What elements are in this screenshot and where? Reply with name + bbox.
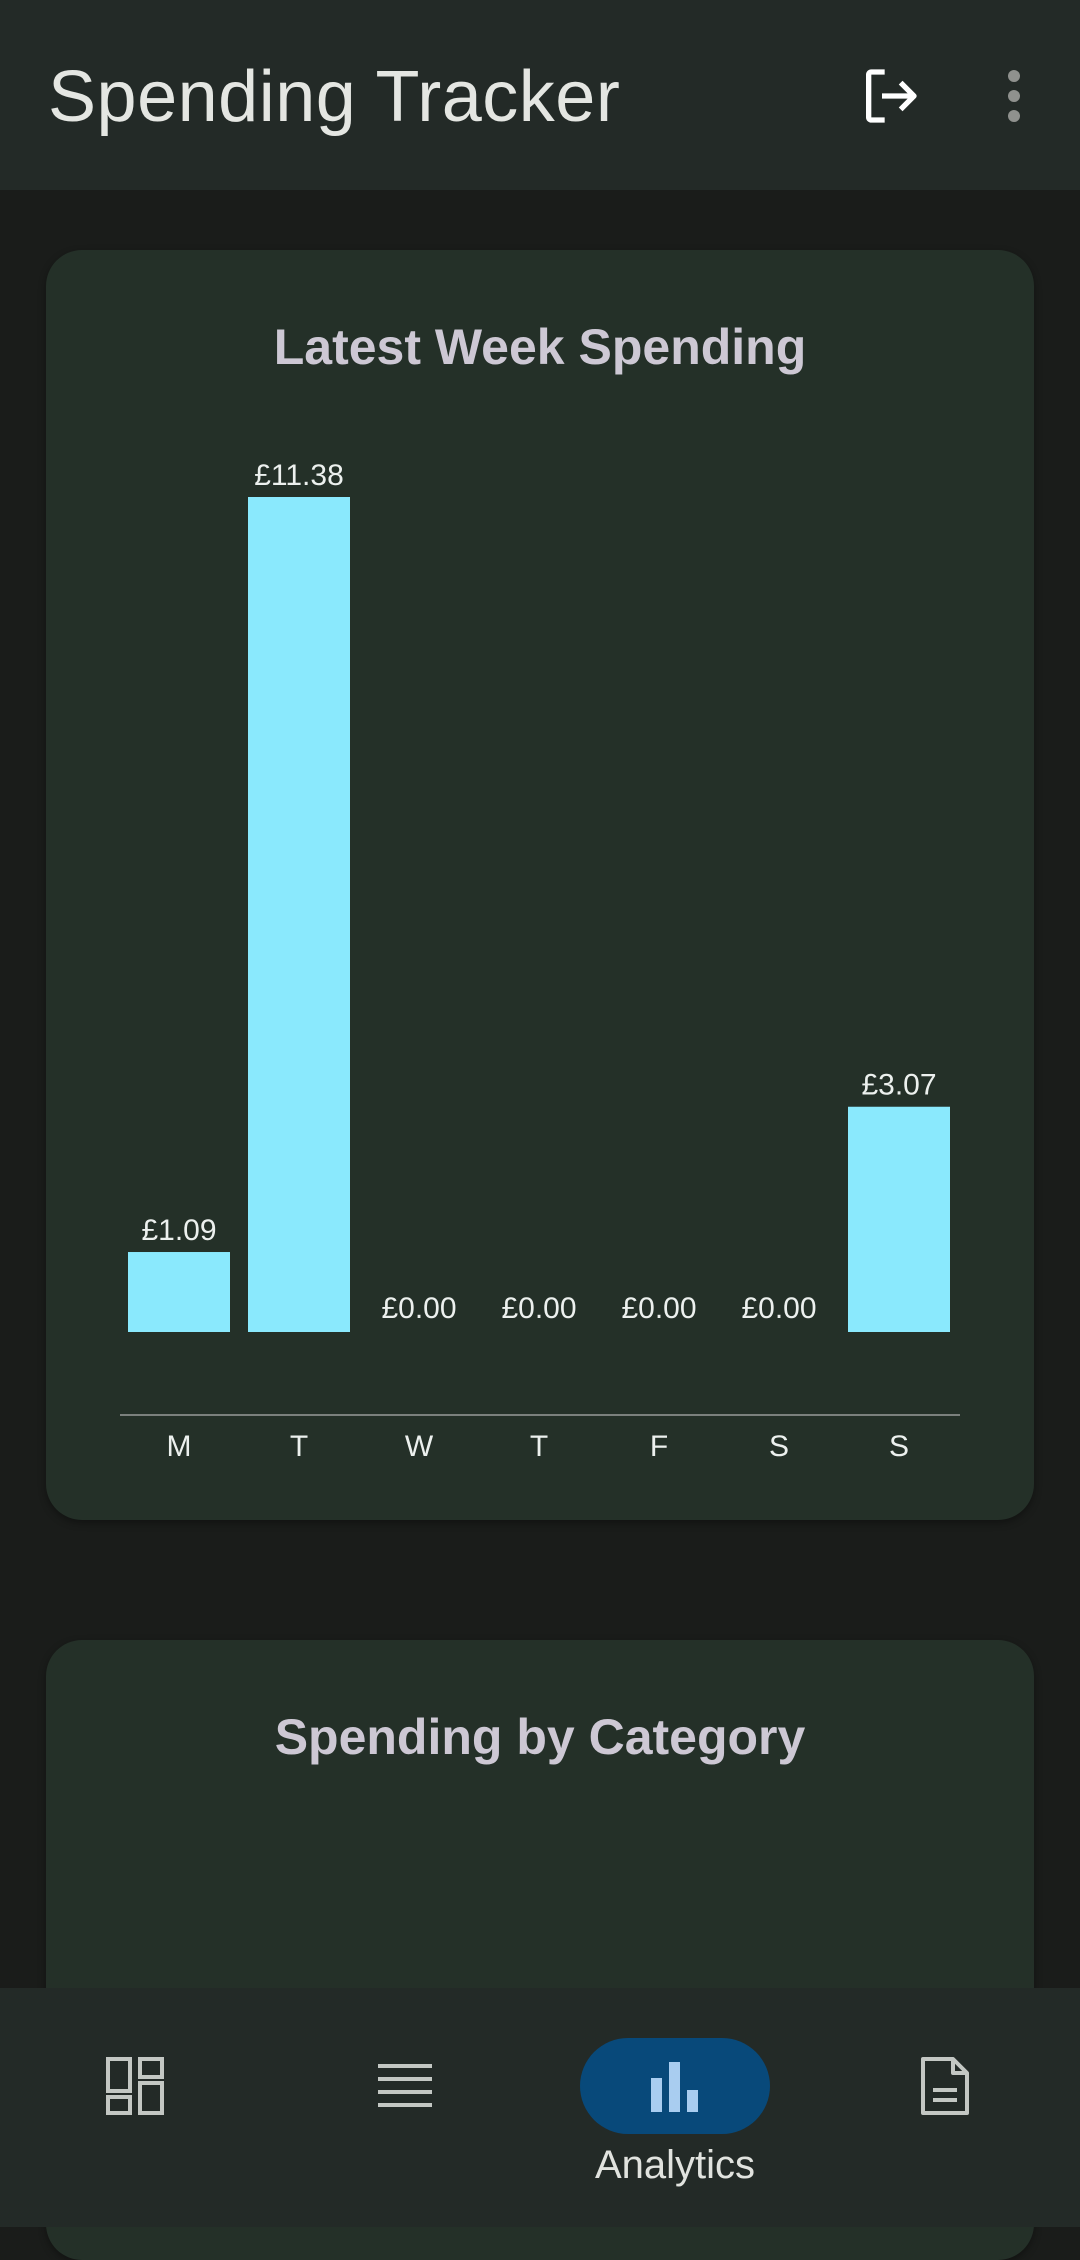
- logout-icon: [866, 69, 917, 123]
- app-title: Spending Tracker: [48, 57, 621, 137]
- bar-0: [128, 1252, 230, 1332]
- bar-value-label: £0.00: [501, 1292, 576, 1325]
- bar-value-label: £0.00: [381, 1292, 456, 1325]
- document-icon: [921, 2057, 969, 2115]
- x-tick-label: W: [405, 1430, 434, 1463]
- bar-value-label: £3.07: [861, 1069, 936, 1102]
- more-vert-icon: [1008, 70, 1020, 122]
- nav-list[interactable]: [270, 1988, 540, 2227]
- bottom-navigation: Analytics: [0, 1988, 1080, 2227]
- latest-week-title: Latest Week Spending: [273, 319, 807, 375]
- weekly-spending-chart: £1.09 £11.38 £0.00 £0.00 £0.00 £0.00 £3.07 M T W…: [120, 459, 960, 1463]
- x-tick-label: F: [650, 1430, 668, 1463]
- x-tick-label: T: [290, 1430, 308, 1463]
- bar-value-label: £1.09: [141, 1214, 216, 1247]
- x-tick-label: S: [769, 1430, 789, 1463]
- app-bar: Spending Tracker: [0, 0, 1080, 190]
- bar-value-label: £0.00: [621, 1292, 696, 1325]
- x-tick-label: T: [530, 1430, 548, 1463]
- bar-value-label: £0.00: [741, 1292, 816, 1325]
- x-tick-label: S: [889, 1430, 909, 1463]
- category-title: Spending by Category: [274, 1709, 806, 1765]
- nav-dashboard[interactable]: [0, 1988, 270, 2227]
- bar-chart-icon: [651, 2062, 698, 2112]
- nav-analytics[interactable]: Analytics: [540, 1988, 810, 2227]
- list-icon: [378, 2064, 432, 2107]
- more-options-button[interactable]: [982, 56, 1046, 136]
- bar-6: [848, 1106, 950, 1332]
- latest-week-card: Latest Week Spending £1.09 £11.38 £0.00 £0.…: [46, 250, 1034, 1520]
- dashboard-icon: [106, 2057, 164, 2115]
- logout-button[interactable]: [850, 56, 930, 136]
- bar-1: [248, 497, 350, 1332]
- bar-value-label: £11.38: [254, 459, 344, 492]
- nav-analytics-indicator: [580, 2038, 770, 2134]
- nav-analytics-label: Analytics: [594, 2143, 756, 2187]
- nav-document[interactable]: [810, 1988, 1080, 2227]
- x-tick-label: M: [167, 1430, 192, 1463]
